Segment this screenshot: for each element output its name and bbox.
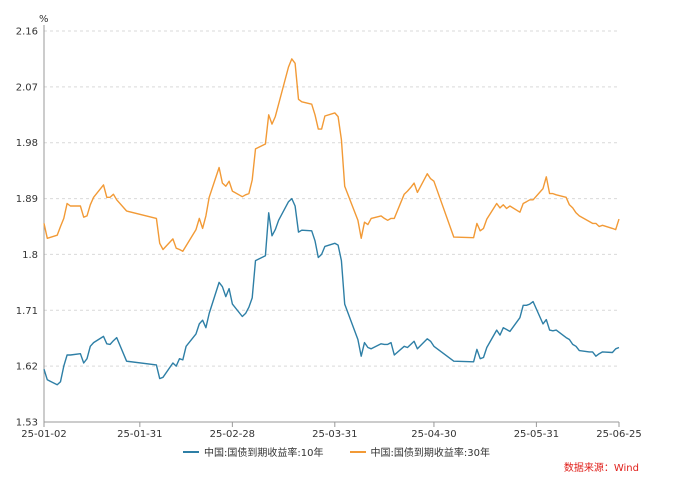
legend-label-10y: 中国:国债到期收益率:10年 [204,448,324,459]
x-tick-label: 25-06-25 [596,429,641,440]
series-lines [43,58,620,386]
y-tick-label: 2.07 [16,82,38,93]
legend-swatch-10y [183,450,200,453]
y-tick-label: 1.71 [16,306,38,317]
grid-lines [44,30,619,367]
x-axis: 25-01-02 25-01-31 25-02-28 25-03-31 25-04-30… [21,421,642,440]
data-source: 数据来源：Wind [563,463,639,474]
legend-label-30y: 中国:国债到期收益率:30年 [370,448,490,459]
x-tick-label: 25-05-31 [514,429,559,440]
y-axis: 2.16 2.07 1.98 1.89 1.8 1.71 1.62 1.53 [16,25,45,429]
legend-item-30y[interactable]: 中国:国债到期收益率:30年 [349,444,490,459]
x-tick-label: 25-03-31 [312,429,357,440]
legend-item-10y[interactable]: 中国:国债到期收益率:10年 [183,444,324,459]
legend: 中国:国债到期收益率:10年 中国:国债到期收益率:30年 [0,444,673,459]
y-tick-label: 1.53 [16,418,38,429]
yield-chart: 2.16 2.07 1.98 1.89 1.8 1.71 1.62 1.53 25-01-02… [16,14,642,440]
y-tick-label: 1.89 [16,194,38,205]
y-tick-label: 1.62 [16,362,38,373]
x-tick-label: 25-01-31 [117,429,162,440]
y-tick-label: 2.16 [16,27,38,38]
series-line-10y [43,197,620,386]
legend-swatch-30y [349,450,366,453]
y-tick-label: 1.98 [16,138,38,149]
series-line-30y [43,58,620,252]
x-tick-label: 25-01-02 [21,429,66,440]
y-axis-unit: % [39,14,49,25]
x-tick-label: 25-04-30 [411,429,456,440]
x-tick-label: 25-02-28 [210,429,255,440]
y-tick-label: 1.8 [22,250,38,261]
